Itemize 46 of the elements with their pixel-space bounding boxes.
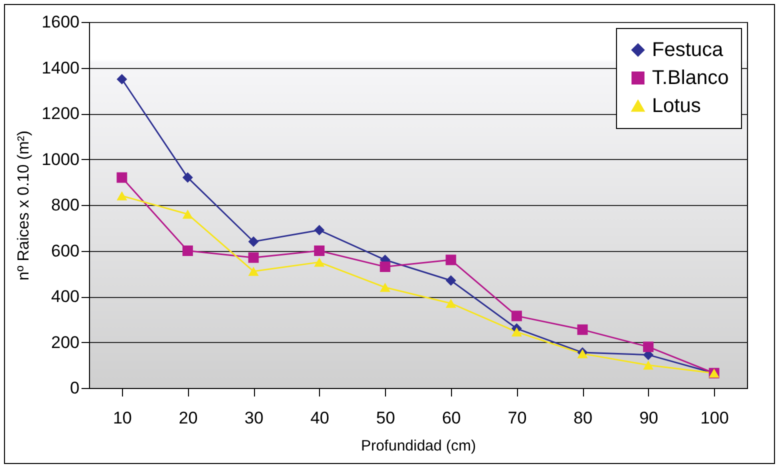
y-tick-label: 400 — [51, 287, 80, 306]
x-tick-label: 80 — [574, 408, 592, 428]
y-tick-label: 800 — [51, 196, 80, 214]
legend-label: Lotus — [652, 95, 701, 117]
point — [182, 172, 193, 183]
point — [643, 342, 654, 352]
x-axis-title: Profundidad (cm) — [360, 438, 476, 454]
point — [380, 282, 390, 292]
point — [577, 324, 588, 335]
point — [182, 210, 193, 219]
point — [446, 275, 456, 286]
point — [182, 246, 193, 256]
legend-label: Festuca — [652, 39, 724, 61]
point — [248, 252, 259, 263]
point — [511, 310, 522, 322]
x-tick-label: 50 — [376, 408, 396, 428]
x-tick-label: 30 — [244, 408, 264, 428]
point — [643, 360, 654, 370]
point — [314, 224, 325, 236]
point — [314, 246, 325, 256]
y-tick-label: 0 — [70, 378, 80, 398]
point — [248, 236, 259, 247]
point — [248, 266, 259, 276]
y-tick-label: 1600 — [42, 12, 80, 32]
x-tick-label: 20 — [178, 408, 198, 428]
x-tick-label: 70 — [508, 408, 527, 428]
x-tick-label: 100 — [700, 408, 729, 428]
y-tick-label: 1400 — [42, 58, 80, 78]
legend-label: T.Blanco — [652, 67, 729, 89]
y-axis-title: nº Raices x 0.10 (m²) — [16, 130, 33, 280]
point — [116, 74, 128, 84]
y-tick-label: 1200 — [42, 104, 80, 123]
point — [116, 191, 128, 200]
point — [314, 258, 325, 267]
point — [446, 298, 456, 308]
x-tick-label: 40 — [310, 408, 330, 428]
x-tick-label: 10 — [112, 408, 132, 428]
x-tick-label: 60 — [442, 408, 461, 428]
y-tick-label: 600 — [51, 241, 80, 260]
point — [446, 254, 456, 266]
y-tick-label: 200 — [51, 332, 80, 352]
point — [116, 172, 128, 183]
y-tick-label: 1000 — [42, 150, 80, 169]
point — [380, 262, 390, 272]
x-tick-label: 90 — [639, 408, 658, 428]
point — [511, 327, 522, 336]
